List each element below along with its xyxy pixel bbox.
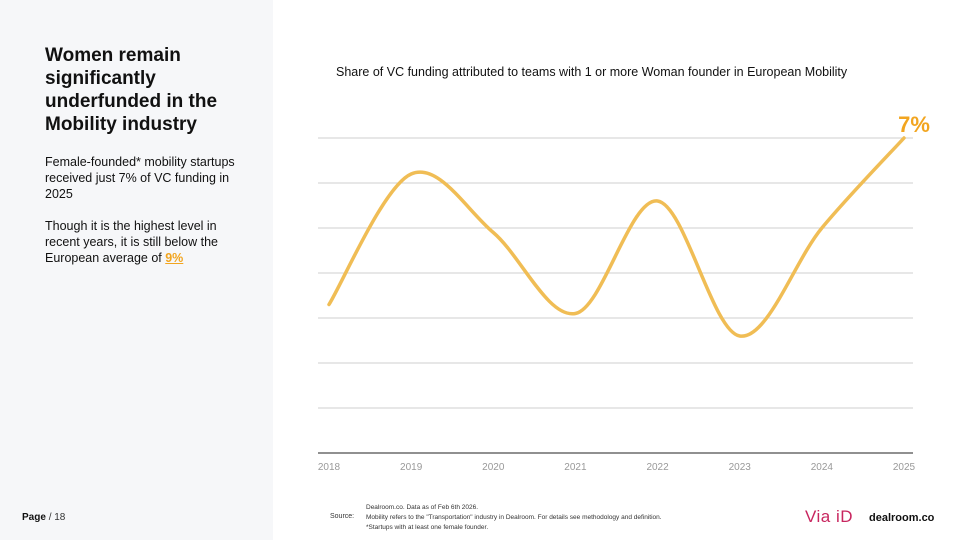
page-number-value: / 18 (48, 512, 66, 523)
x-tick-label: 2020 (482, 462, 505, 473)
data-point (573, 312, 577, 316)
data-point (656, 199, 660, 203)
data-point (409, 172, 413, 176)
european-average-highlight[interactable]: 9% (165, 251, 184, 265)
page-number: Page / 18 (22, 512, 65, 523)
data-point (820, 226, 824, 230)
via-id-logo: Via iD (805, 507, 854, 526)
summary-paragraph: Female-founded* mobility startups receiv… (45, 155, 235, 201)
x-tick-label: 2024 (811, 462, 834, 473)
series-line (327, 136, 906, 338)
data-point (738, 334, 742, 338)
source-label: Source: (330, 513, 355, 520)
source-line: Mobility refers to the "Transportation" … (366, 514, 662, 521)
source-line: Dealroom.co. Data as of Feb 6th 2026. (366, 504, 479, 511)
context-paragraph: Though it is the highest level in recent… (45, 218, 245, 266)
context-paragraph-text: Though it is the highest level in recent… (45, 219, 218, 265)
page-label: Page (22, 512, 46, 523)
sidebar-panel: Women remain significantly underfunded i… (0, 0, 273, 540)
page-title: Women remain significantly underfunded i… (45, 45, 218, 135)
dealroom-logo: dealroom.co (869, 512, 935, 524)
x-tick-label: 2022 (646, 462, 669, 473)
x-tick-label: 2023 (729, 462, 752, 473)
source-text: Dealroom.co. Data as of Feb 6th 2026. Mo… (366, 503, 662, 533)
x-tick-label: 2018 (318, 462, 341, 473)
source-line: *Startups with at least one female found… (366, 524, 489, 531)
x-tick-label: 2025 (893, 462, 916, 473)
data-point (327, 303, 331, 307)
x-tick-label: 2021 (564, 462, 587, 473)
x-tick-label: 2019 (400, 462, 423, 473)
end-value-label: 7% (898, 112, 930, 137)
data-point (491, 231, 495, 235)
chart-title: Share of VC funding attributed to teams … (336, 65, 848, 79)
